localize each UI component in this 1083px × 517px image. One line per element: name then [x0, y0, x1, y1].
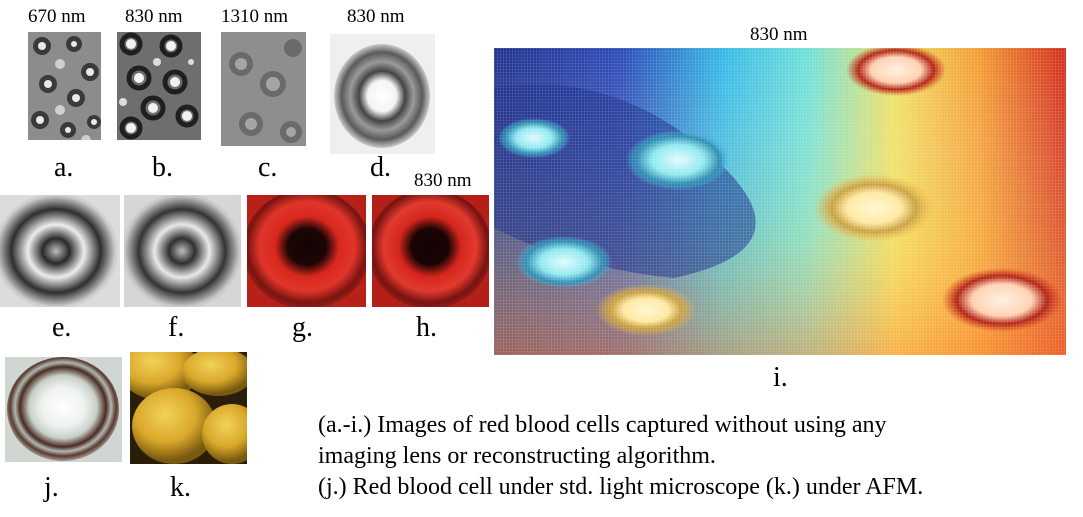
afm-image-k	[130, 352, 247, 464]
panel-label-c: c.	[258, 152, 278, 183]
cell-image-g	[247, 195, 366, 307]
panel-label-f: f.	[168, 312, 185, 343]
panel-label-h: h.	[416, 312, 437, 343]
cell-image-a	[28, 32, 101, 140]
surface-plot-i	[494, 48, 1066, 355]
cell-image-e	[0, 195, 120, 307]
cell-image-f	[124, 195, 241, 307]
wavelength-label-b: 830 nm	[125, 6, 183, 27]
caption-line-3: (j.) Red blood cell under std. light mic…	[318, 474, 924, 500]
wavelength-label-a: 670 nm	[28, 6, 86, 27]
panel-label-g: g.	[292, 312, 313, 343]
panel-label-e: e.	[52, 312, 72, 343]
cell-image-d	[330, 34, 435, 154]
wavelength-label-h: 830 nm	[414, 170, 472, 191]
panel-label-a: a.	[54, 152, 74, 183]
panel-label-b: b.	[152, 152, 173, 183]
caption-line-1: (a.-i.) Images of red blood cells captur…	[318, 412, 887, 438]
wavelength-label-d: 830 nm	[347, 6, 405, 27]
wavelength-label-i: 830 nm	[750, 24, 808, 45]
panel-label-i: i.	[773, 362, 788, 393]
panel-label-d: d.	[370, 152, 391, 183]
caption-line-2: imaging lens or reconstructing algorithm…	[318, 443, 716, 469]
panel-label-j: j.	[44, 472, 59, 503]
cell-image-c	[221, 32, 306, 146]
cell-image-b	[117, 32, 201, 140]
wavelength-label-c: 1310 nm	[221, 6, 289, 27]
cell-image-h	[372, 195, 489, 307]
panel-label-k: k.	[170, 472, 191, 503]
microscope-image-j	[5, 357, 122, 462]
